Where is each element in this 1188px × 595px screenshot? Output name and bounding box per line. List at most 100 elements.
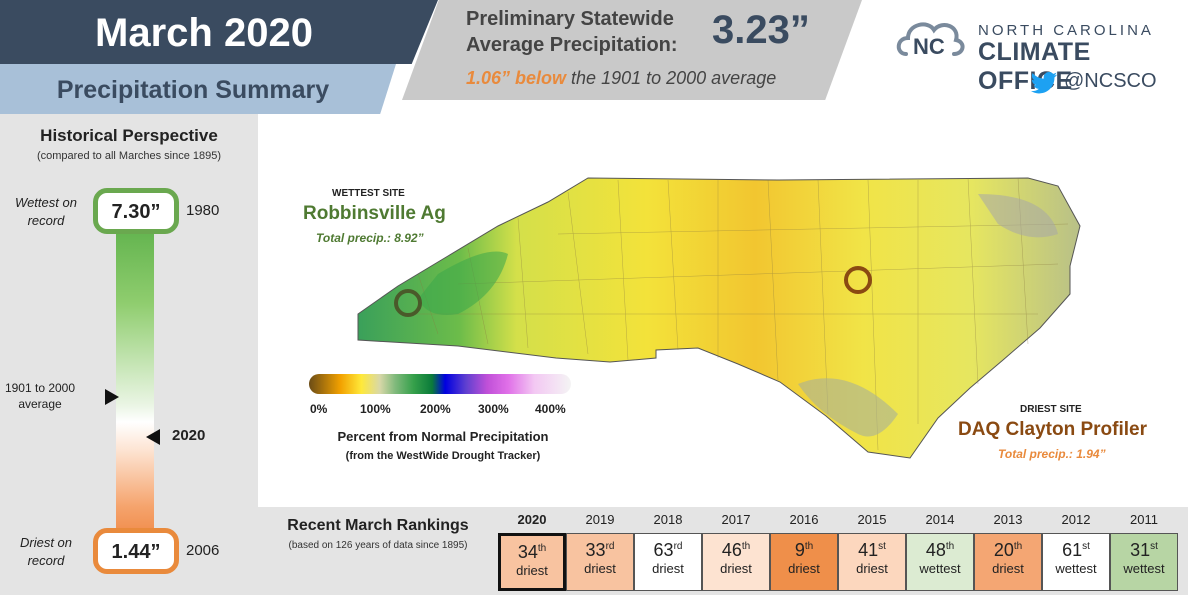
ranking-suffix: rd [605,541,615,552]
ranking-year: 2011 [1130,512,1158,527]
ranking-value: 31st [1111,534,1177,561]
ranking-kind: driest [992,561,1024,576]
legend-tick: 300% [478,402,509,416]
ranking-cell: 31st wettest [1110,533,1178,591]
legend-ticks: 0% 100% 200% 300% 400% [298,402,588,418]
ranking-cell: 63rd driest [634,533,702,591]
precip-range-gauge [116,218,154,558]
ranking-year: 2013 [993,512,1023,527]
ranking-number: 48 [925,540,946,560]
wettest-year: 1980 [186,202,220,219]
ranking-value: 46th [703,534,769,561]
legend-tick: 400% [535,402,566,416]
ranking-suffix: st [1150,541,1158,552]
wettest-site-total: Total precip.: 8.92” [316,231,424,245]
ranking-kind: driest [720,561,752,576]
ranking-cell: 41st driest [838,533,906,591]
legend-tick: 200% [420,402,451,416]
wettest-site-name: Robbinsville Ag [303,203,446,224]
ranking-cell: 34th driest [498,533,566,591]
legend-tick: 100% [360,402,391,416]
ranking-year: 2018 [653,512,683,527]
legend-title: Percent from Normal Precipitation [337,429,549,444]
ranking-number: 41 [858,540,879,560]
rankings-subtitle: (based on 126 years of data since 1895) [288,540,468,551]
ranking-value: 33rd [567,534,633,561]
ranking-suffix: st [1082,541,1090,552]
current-year-label: 2020 [172,427,206,444]
ranking-kind: driest [788,561,820,576]
legend-subtitle: (from the WestWide Drought Tracker) [345,450,541,462]
historical-title: Historical Perspective [40,126,218,145]
ranking-suffix: th [537,543,547,554]
recent-rankings-panel: Recent March Rankings (based on 126 year… [258,507,1188,595]
ranking-cell: 61st wettest [1042,533,1110,591]
ranking-value: 48th [907,534,973,561]
nc-state-shape [357,177,1081,459]
driest-value-bubble: 1.44” [93,528,179,574]
ranking-cell: 9th driest [770,533,838,591]
wettest-site-tag: WETTEST SITE [332,188,405,199]
statewide-precip-value: 3.23” [712,8,810,52]
driest-site-marker-icon [844,266,872,294]
ranking-kind: driest [584,561,616,576]
ranking-suffix: rd [673,541,683,552]
driest-site-total: Total precip.: 1.94” [998,447,1106,461]
ranking-cell: 33rd driest [566,533,634,591]
average-marker-icon [105,389,119,405]
gray-region-northeast [978,194,1058,238]
ranking-suffix: th [741,541,751,552]
ranking-year: 2017 [721,512,751,527]
ranking-year: 2016 [789,512,819,527]
wet-region-west [418,251,508,315]
driest-year: 2006 [186,542,220,559]
ranking-number: 33 [585,540,606,560]
wettest-label: Wettest on record [15,195,77,228]
statewide-precip-panel: Preliminary Statewide Average Precipitat… [402,0,862,100]
page-subtitle: Precipitation Summary [0,64,396,114]
driest-label: Driest on record [19,535,73,568]
current-year-marker-icon [146,429,160,445]
ranking-suffix: th [945,541,955,552]
brand-line2: CLIMATE OFFICE [978,38,1091,95]
precip-anomaly-text: 1.06” below the 1901 to 2000 average [466,68,776,89]
page-title: March 2020 [0,0,438,64]
ranking-kind: driest [516,563,548,578]
ranking-value: 61st [1043,534,1109,561]
ranking-number: 46 [721,540,742,560]
ranking-value: 20th [975,534,1041,561]
ranking-value: 63rd [635,534,701,561]
historical-perspective-panel: Historical Perspective (compared to all … [0,114,258,595]
wettest-site-marker-icon [394,289,422,317]
ranking-suffix: th [1013,541,1023,552]
precip-map-area: WETTEST SITE Robbinsville Ag Total preci… [258,114,1188,507]
ranking-cell: 46th driest [702,533,770,591]
ranking-kind: wettest [1123,561,1165,576]
svg-text:NC: NC [913,34,945,59]
historical-subtitle: (compared to all Marches since 1895) [36,150,222,162]
ranking-suffix: th [804,541,814,552]
ranking-year: 2012 [1061,512,1091,527]
brand-line1: NORTH CAROLINA [978,22,1154,39]
ranking-year: 2020 [517,512,547,527]
precip-anomaly-value: 1.06” below [466,68,567,88]
ranking-kind: wettest [919,561,961,576]
ranking-number: 31 [1130,540,1151,560]
driest-site-tag: DRIEST SITE [1020,404,1082,415]
nc-cloud-logo-icon: NC [896,22,965,59]
legend-color-scale [309,374,571,394]
twitter-handle[interactable]: @NCSCO [1064,70,1157,92]
average-label: 1901 to 2000 average [4,381,76,411]
ranking-kind: wettest [1055,561,1097,576]
legend-tick: 0% [310,402,328,416]
nc-precip-map [357,177,1081,459]
precip-anomaly-context: the 1901 to 2000 average [566,68,777,88]
ranking-year: 2015 [857,512,887,527]
statewide-precip-label: Preliminary Statewide Average Precipitat… [466,6,678,58]
statewide-precip-label-line1: Preliminary Statewide [466,8,674,30]
ranking-number: 63 [653,540,674,560]
ranking-year: 2014 [925,512,955,527]
gray-region-south [798,378,898,437]
ranking-cell: 48th wettest [906,533,974,591]
ranking-suffix: st [878,541,886,552]
